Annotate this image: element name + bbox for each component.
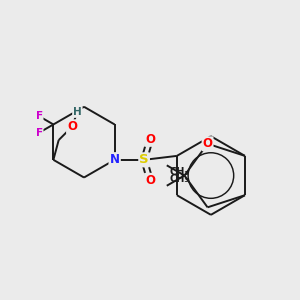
Text: N: N: [110, 153, 120, 166]
Text: CH₃: CH₃: [169, 167, 189, 177]
Text: O: O: [145, 133, 155, 146]
Text: O: O: [145, 174, 155, 187]
Text: CH₃: CH₃: [169, 174, 189, 184]
Text: H: H: [73, 107, 82, 117]
Text: F: F: [35, 128, 43, 138]
Text: N: N: [110, 153, 120, 166]
Text: F: F: [35, 111, 43, 121]
Text: O: O: [202, 137, 213, 150]
Text: S: S: [139, 153, 149, 166]
Text: O: O: [67, 120, 77, 133]
